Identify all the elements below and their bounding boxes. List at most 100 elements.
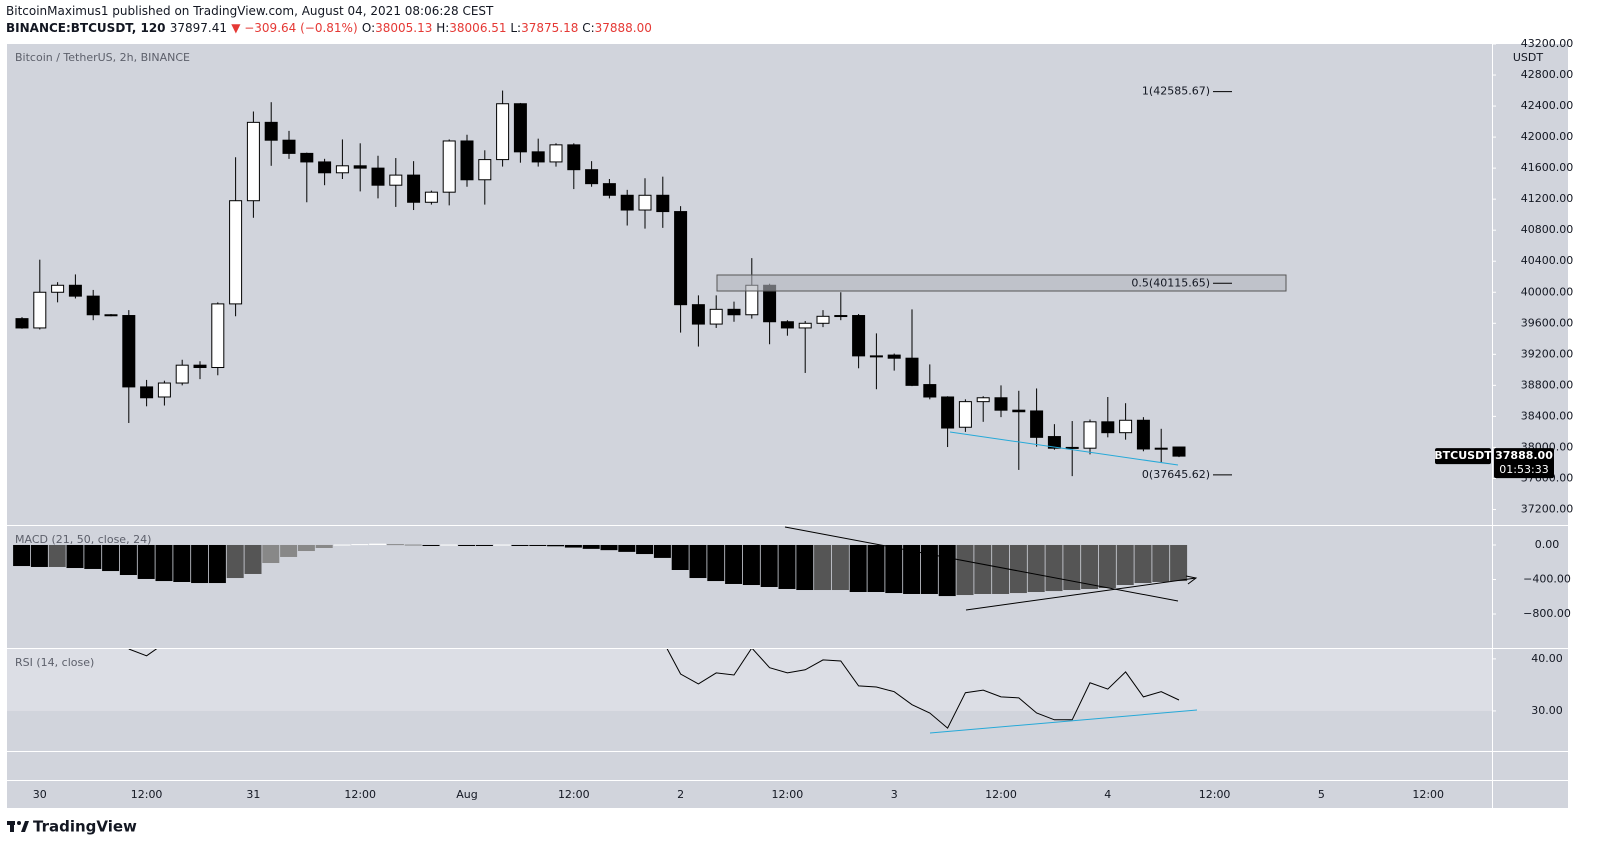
pane-title: RSI (14, close) <box>15 656 94 669</box>
candle-body <box>1065 446 1079 449</box>
candle-body <box>371 167 385 186</box>
symbol-tag-bg <box>1435 448 1491 465</box>
histogram-bar <box>386 544 404 546</box>
candle-body <box>834 315 848 318</box>
y-tick-label: 39600.00 <box>1521 316 1574 329</box>
candle-body <box>585 169 599 185</box>
histogram-bar <box>600 544 618 551</box>
pane-title: Bitcoin / TetherUS, 2h, BINANCE <box>15 51 190 64</box>
histogram-bar <box>1063 544 1081 591</box>
candle-body <box>442 140 456 193</box>
brand-logo: TradingView <box>7 818 137 836</box>
price-tag: 37888.00 <box>1495 449 1553 462</box>
rsi-band <box>7 649 1492 711</box>
candle-body <box>335 165 349 174</box>
candle-body <box>353 165 367 169</box>
histogram-bar <box>867 544 885 593</box>
y-tick-label: 38800.00 <box>1521 378 1574 391</box>
candle-body <box>852 315 866 357</box>
header: BitcoinMaximus1 published on TradingView… <box>6 3 652 37</box>
histogram-bar <box>297 544 315 552</box>
candle-body <box>318 161 332 174</box>
histogram-bar <box>707 544 725 582</box>
ohlc-key: H: <box>436 21 450 35</box>
author-line: BitcoinMaximus1 published on TradingView… <box>6 4 494 18</box>
histogram-bar <box>13 544 31 567</box>
histogram-bar <box>689 544 707 579</box>
candle-body <box>478 159 492 181</box>
y-tick-label: 40000.00 <box>1521 285 1574 298</box>
candle-body <box>496 103 510 161</box>
candle-body <box>549 144 563 163</box>
brand-name: TradingView <box>33 818 137 836</box>
pane-title: MACD (21, 50, close, 24) <box>15 533 151 546</box>
candle-body <box>798 322 812 329</box>
pane <box>15 90 1186 477</box>
histogram-bar <box>333 544 351 546</box>
x-tick-label: 5 <box>1318 788 1325 801</box>
symbol-line: BINANCE:BTCUSDT, 120 37897.41 ▼ −309.64 … <box>6 20 652 37</box>
candle-body <box>727 308 741 316</box>
y-tick-label: 41600.00 <box>1521 161 1574 174</box>
overlay-layer: 1(42585.67) 0.5(40115.65) 0(37645.62) USDT B… <box>15 43 1554 801</box>
y-tick-label: −800.00 <box>1523 607 1571 620</box>
histogram-bar <box>422 544 440 546</box>
y-tick-label: 39200.00 <box>1521 347 1574 360</box>
candle-body <box>229 200 243 305</box>
candle-body <box>300 152 314 163</box>
histogram-bar <box>1098 544 1116 589</box>
price-trendline <box>949 431 1179 466</box>
histogram-bar <box>30 544 48 567</box>
histogram-bar <box>1152 544 1170 582</box>
x-tick-label: Aug <box>456 788 477 801</box>
candle-body <box>905 357 919 386</box>
candle-body <box>246 121 260 202</box>
candle-body <box>264 121 278 141</box>
histogram-bar <box>226 544 244 579</box>
histogram-bar <box>938 544 956 597</box>
candle-body <box>602 183 616 196</box>
y-tick-label: 40800.00 <box>1521 223 1574 236</box>
ohlc-value: 38006.51 <box>449 21 507 35</box>
candle-body <box>869 355 883 358</box>
candle-body <box>389 174 403 186</box>
candle-body <box>1154 447 1168 450</box>
histogram-bar <box>796 544 814 591</box>
candle-body <box>407 174 421 203</box>
histogram-bar <box>280 544 298 557</box>
candle-body <box>1119 419 1133 434</box>
candle-body <box>51 284 65 293</box>
candle-body <box>1136 419 1150 450</box>
histogram-bar <box>671 544 689 571</box>
y-tick-label: 40400.00 <box>1521 254 1574 267</box>
candle-body <box>68 284 82 297</box>
ohlc-key: L: <box>510 21 522 35</box>
histogram-bar <box>315 544 333 549</box>
ohlc-value: 37875.18 <box>521 21 579 35</box>
candle-body <box>282 139 296 154</box>
histogram-bar <box>1116 544 1134 586</box>
candle-body <box>620 194 634 211</box>
y-tick-label: 42800.00 <box>1521 68 1574 81</box>
x-tick-label: 12:00 <box>772 788 804 801</box>
candle-body <box>1083 421 1097 449</box>
macd-trendline <box>965 577 1197 611</box>
countdown-tag: 01:53:33 <box>1499 463 1548 476</box>
candle-body <box>994 397 1008 411</box>
symbol-tag: BTCUSDT <box>1434 449 1492 462</box>
candle-body <box>33 291 47 329</box>
histogram-bar <box>369 543 387 545</box>
candle-body <box>531 151 545 163</box>
candle-body <box>1047 436 1061 449</box>
histogram-bar <box>66 544 84 569</box>
resistance-zone <box>716 274 1287 292</box>
candle-body <box>638 194 652 211</box>
y-tick-label: 0.00 <box>1535 538 1560 551</box>
histogram-bar <box>191 544 209 584</box>
candle-body <box>460 140 474 181</box>
candle-body <box>157 382 171 398</box>
histogram-bar <box>84 544 102 569</box>
histogram-bar <box>529 544 547 546</box>
candle-body <box>15 318 29 329</box>
